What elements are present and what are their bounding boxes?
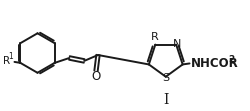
Text: N: N	[173, 39, 182, 49]
Text: O: O	[92, 70, 101, 83]
Text: NHCOR: NHCOR	[190, 57, 238, 70]
Text: I: I	[163, 93, 168, 107]
Text: S: S	[162, 73, 169, 83]
Text: 1: 1	[8, 53, 13, 61]
Text: R: R	[3, 56, 10, 66]
Text: R: R	[150, 32, 158, 42]
Text: 2: 2	[228, 55, 234, 64]
